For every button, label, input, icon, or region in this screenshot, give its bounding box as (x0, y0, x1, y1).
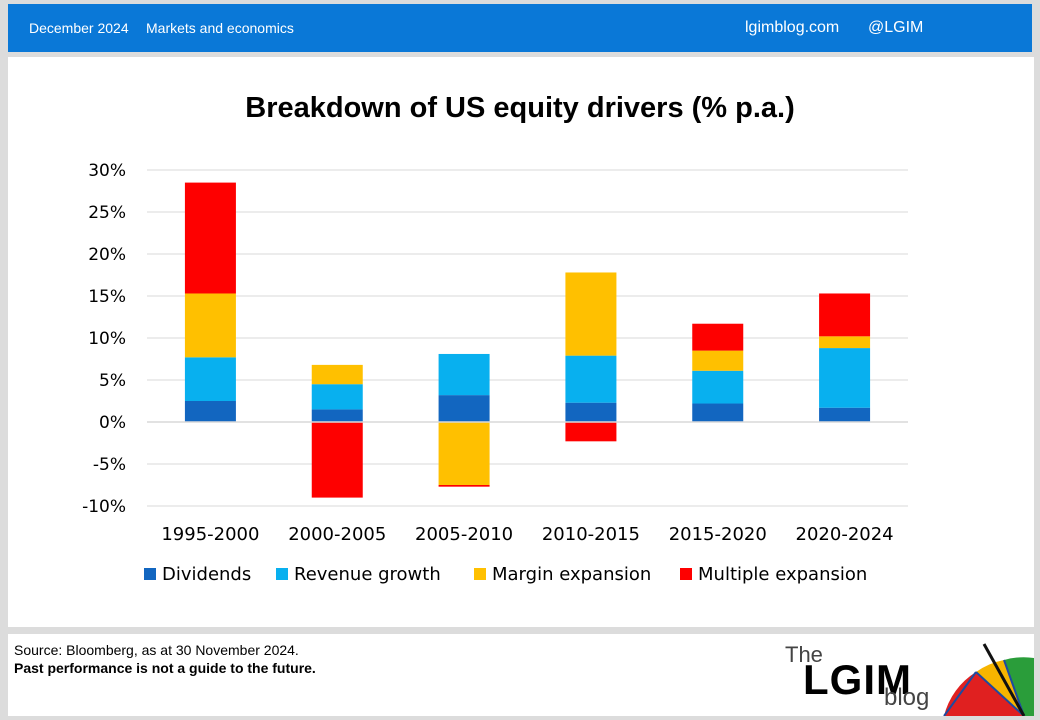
bar-segment-dividends (438, 395, 490, 422)
bar-segment-margin-expansion (692, 350, 744, 371)
bar-segment-dividends (819, 407, 871, 422)
legend-swatch (474, 568, 486, 580)
source-note: Source: Bloomberg, as at 30 November 202… (14, 642, 299, 658)
y-tick-label: 0% (99, 413, 126, 433)
y-tick-label: 15% (88, 287, 126, 307)
umbrella-icon (943, 643, 1034, 716)
legend-swatch (680, 568, 692, 580)
twitter-handle-link[interactable]: @LGIM (868, 19, 924, 36)
bar-segment-margin-expansion (184, 293, 236, 358)
legend-swatch (144, 568, 156, 580)
bar-segment-multiple-expansion (311, 422, 363, 498)
bar-segment-dividends (692, 403, 744, 422)
gridlines (147, 169, 908, 507)
chart-svg: Breakdown of US equity drivers (% p.a.) … (82, 92, 908, 585)
y-tick-label: 10% (88, 329, 126, 349)
bar-segment-multiple-expansion (692, 323, 744, 351)
x-tick-label: 2005-2010 (415, 524, 513, 545)
logo-blog: blog (884, 684, 930, 711)
y-tick-label: 5% (99, 371, 126, 391)
bar-segment-revenue-growth (819, 348, 871, 408)
legend: Dividends Revenue growth Margin expansion M… (144, 564, 867, 585)
legend-label: Multiple expansion (698, 564, 867, 585)
bar-segment-revenue-growth (565, 355, 617, 403)
header-date: December 2024 (29, 20, 129, 36)
bar-segment-margin-expansion (565, 272, 617, 356)
x-tick-label: 2000-2005 (288, 524, 386, 545)
bar-segment-margin-expansion (819, 336, 871, 349)
bar-segment-revenue-growth (438, 353, 490, 396)
y-tick-label: 30% (88, 161, 126, 181)
header-banner: December 2024 Markets and economics lgim… (8, 4, 1032, 52)
bar-segment-multiple-expansion (184, 182, 236, 294)
bar-segment-revenue-growth (311, 384, 363, 410)
x-axis-ticks: 1995-2000 2000-2005 2005-2010 2010-2015 2015… (161, 524, 893, 545)
bar-segment-dividends (565, 402, 617, 422)
legend-label: Revenue growth (294, 564, 441, 585)
bars (184, 182, 871, 498)
footer: Source: Bloomberg, as at 30 November 202… (8, 634, 1034, 716)
chart-title: Breakdown of US equity drivers (% p.a.) (245, 92, 795, 124)
bar-segment-revenue-growth (184, 357, 236, 401)
y-axis-ticks: 30% 25% 20% 15% 10% 5% 0% -5% -10% (82, 161, 126, 517)
site-link[interactable]: lgimblog.com (745, 19, 840, 36)
header-category: Markets and economics (146, 20, 294, 36)
bar-segment-multiple-expansion (819, 293, 871, 337)
bar-segment-dividends (311, 409, 363, 422)
bar-segment-dividends (184, 401, 236, 422)
y-tick-label: 25% (88, 203, 126, 223)
legend-swatch (276, 568, 288, 580)
bar-segment-multiple-expansion (565, 422, 617, 442)
bar-segment-margin-expansion (438, 422, 490, 485)
x-tick-label: 2015-2020 (669, 524, 767, 545)
chart-panel: Breakdown of US equity drivers (% p.a.) … (8, 57, 1034, 627)
x-tick-label: 2020-2024 (796, 524, 894, 545)
top-bar-frame: December 2024 Markets and economics lgim… (0, 0, 1040, 56)
performance-disclaimer: Past performance is not a guide to the f… (14, 660, 316, 676)
y-tick-label: -5% (93, 455, 126, 475)
y-tick-label: -10% (82, 497, 126, 517)
bar-segment-multiple-expansion (438, 485, 490, 487)
bar-segment-margin-expansion (311, 364, 363, 385)
logo-lgim: LGIM (803, 656, 912, 703)
legend-label: Margin expansion (492, 564, 651, 585)
legend-label: Dividends (162, 564, 251, 585)
bar-segment-revenue-growth (692, 370, 744, 404)
logo-the: The (785, 642, 823, 667)
x-tick-label: 1995-2000 (161, 524, 259, 545)
y-tick-label: 20% (88, 245, 126, 265)
x-tick-label: 2010-2015 (542, 524, 640, 545)
